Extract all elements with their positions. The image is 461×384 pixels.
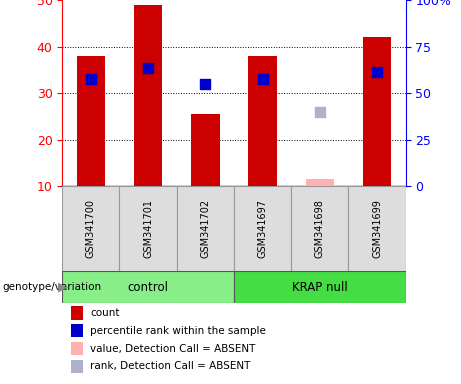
Bar (77, 56, 105, 186)
Bar (119, 186, 177, 271)
Bar (349, 186, 406, 271)
Point (201, 81, 209, 87)
Text: KRAP null: KRAP null (292, 281, 348, 293)
Point (316, 109, 324, 115)
Point (144, 65, 152, 71)
Point (87, 76, 95, 82)
Point (259, 76, 266, 82)
Text: ▶: ▶ (58, 281, 67, 293)
Bar (191, 114, 219, 186)
Bar (306, 179, 334, 186)
Bar (234, 271, 406, 303)
Text: genotype/variation: genotype/variation (2, 282, 101, 292)
Text: GSM341700: GSM341700 (86, 199, 96, 258)
Text: GSM341698: GSM341698 (315, 199, 325, 258)
Text: rank, Detection Call = ABSENT: rank, Detection Call = ABSENT (90, 361, 250, 371)
Text: control: control (128, 281, 169, 293)
Text: GSM341702: GSM341702 (201, 199, 210, 258)
Bar (234, 186, 291, 271)
Text: GSM341699: GSM341699 (372, 199, 382, 258)
Bar (177, 186, 234, 271)
Bar (62, 186, 119, 271)
Point (373, 69, 381, 75)
Bar (291, 186, 349, 271)
Bar (363, 37, 391, 186)
Bar (134, 5, 162, 186)
Text: count: count (90, 308, 119, 318)
Bar (62, 271, 234, 303)
Text: GSM341701: GSM341701 (143, 199, 153, 258)
Text: value, Detection Call = ABSENT: value, Detection Call = ABSENT (90, 344, 255, 354)
Bar (248, 56, 277, 186)
Text: GSM341697: GSM341697 (258, 199, 267, 258)
Text: percentile rank within the sample: percentile rank within the sample (90, 326, 266, 336)
